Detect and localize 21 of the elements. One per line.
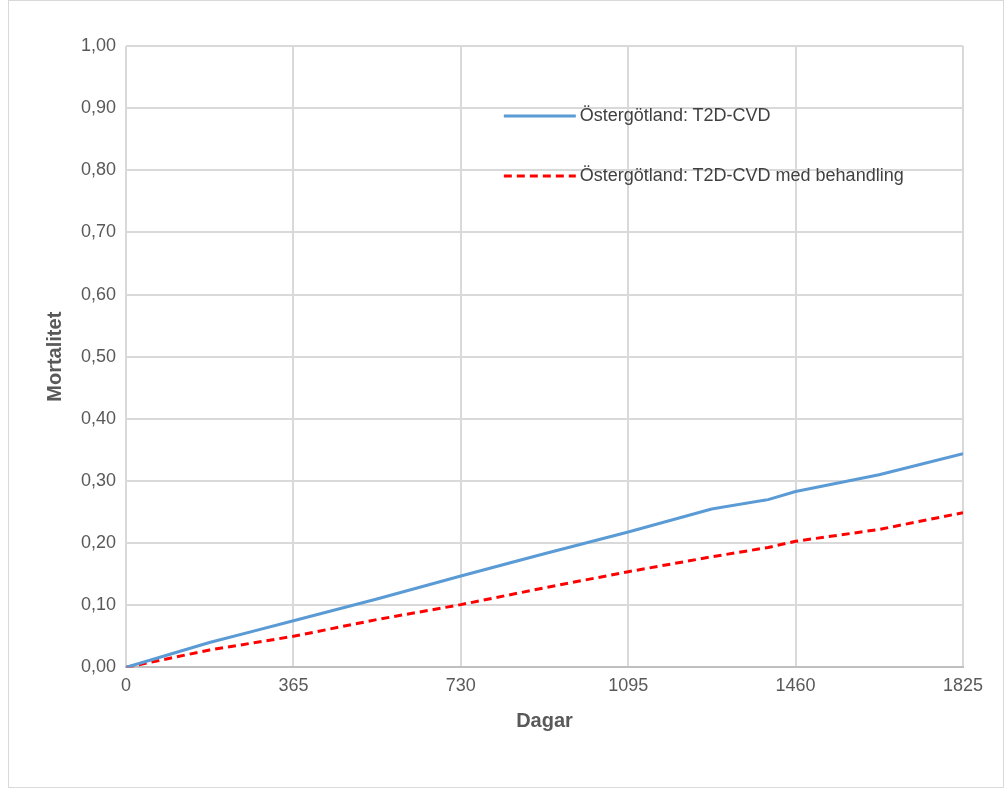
legend-label: Östergötland: T2D-CVD med behandling xyxy=(579,164,904,185)
y-tick-label: 0,60 xyxy=(80,283,117,304)
x-tick-label: 0 xyxy=(121,675,132,696)
x-tick-label: 1460 xyxy=(775,675,816,696)
y-tick-label: 0,20 xyxy=(80,532,117,553)
y-tick-label: 0,90 xyxy=(80,97,117,118)
y-tick-label: 0,40 xyxy=(80,407,117,428)
y-tick-label: 1,00 xyxy=(80,34,117,55)
x-tick-label: 365 xyxy=(278,675,309,696)
x-tick-label: 730 xyxy=(445,675,476,696)
y-tick-label: 0,50 xyxy=(80,345,117,366)
x-tick-label: 1825 xyxy=(942,675,984,696)
y-tick-label: 0,10 xyxy=(80,594,117,615)
legend-label: Östergötland: T2D-CVD xyxy=(579,104,771,125)
y-tick-label: 0,70 xyxy=(80,221,117,242)
y-tick-label: 0,00 xyxy=(80,656,117,677)
y-tick-label: 0,30 xyxy=(80,469,117,490)
x-tick-label: 1095 xyxy=(608,675,649,696)
y-axis-title: Mortalitet xyxy=(42,311,65,402)
x-axis-title: Dagar xyxy=(516,708,574,731)
y-tick-label: 0,80 xyxy=(80,159,117,180)
